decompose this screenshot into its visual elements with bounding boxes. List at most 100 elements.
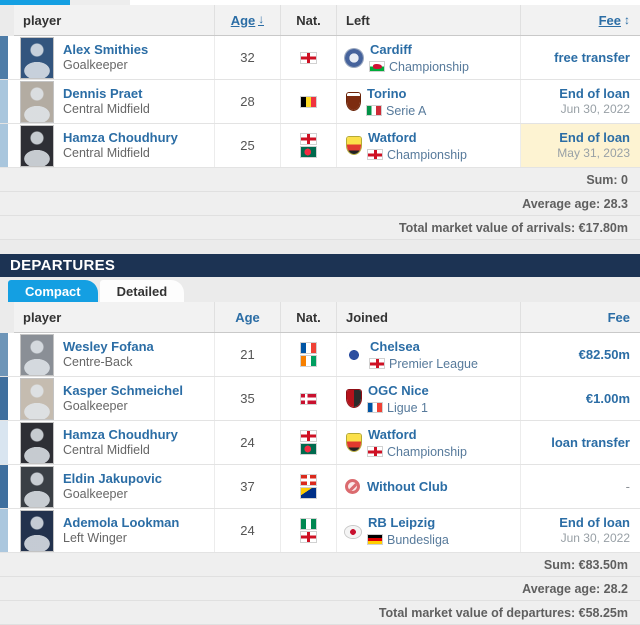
column-header-fee[interactable]: Fee [521, 302, 640, 332]
switzerland-flag-icon [301, 475, 316, 485]
age-cell: 25 [215, 124, 281, 167]
fee-cell: End of loan Jun 30, 2022 [521, 509, 640, 552]
nationality-flags [301, 343, 316, 366]
club-name-link[interactable]: Torino [367, 85, 407, 101]
table-row: Kasper Schmeichel Goalkeeper 35 OGC Nice Lig… [0, 377, 640, 421]
watford-crest-icon [347, 434, 361, 451]
player-name-link[interactable]: Ademola Lookman [63, 515, 180, 530]
departures-average-age-row: Average age: 28.2 [0, 577, 640, 601]
player-cell: Eldin Jakupovic Goalkeeper [14, 465, 215, 508]
club-cell: Without Club [337, 465, 521, 508]
player-text: Kasper Schmeichel Goalkeeper [63, 383, 183, 414]
player-position: Goalkeeper [63, 487, 128, 501]
league-name-link[interactable]: Championship [389, 59, 469, 74]
column-header-age-label[interactable]: Age [230, 12, 256, 28]
league-name-link[interactable]: Bundesliga [387, 532, 449, 547]
league-line: Ligue 1 [368, 401, 429, 415]
fee-cell: - [521, 465, 640, 508]
club-name-link[interactable]: Cardiff [370, 41, 412, 57]
nationality-flags [301, 52, 316, 63]
arrivals-total-value-row: Total market value of arrivals: €17.80m [0, 216, 640, 240]
table-row: Eldin Jakupovic Goalkeeper 37 Without Club - [0, 465, 640, 509]
player-cell: Hamza Choudhury Central Midfield [14, 421, 215, 464]
sort-descending-icon[interactable]: ↓ [258, 12, 265, 26]
age-cell: 24 [215, 421, 281, 464]
column-header-nat-label: Nat. [296, 12, 321, 28]
club-name-link[interactable]: Without Club [367, 478, 448, 494]
column-header-fee[interactable]: Fee ↕ [521, 5, 640, 35]
club-text: Chelsea Premier League [370, 339, 478, 371]
watford-crest-icon [347, 137, 361, 154]
italy-flag-icon [367, 106, 381, 115]
arrivals-tab-sliver [0, 0, 640, 5]
nationality-flags [301, 393, 316, 404]
club-text: Watford Championship [368, 130, 467, 162]
player-name-link[interactable]: Kasper Schmeichel [63, 383, 183, 398]
club-name-link[interactable]: Chelsea [370, 338, 420, 354]
departures-rows: Wesley Fofana Centre-Back 21 Chelsea Premier… [0, 333, 640, 553]
league-name-link[interactable]: Serie A [386, 103, 427, 118]
club-name-link[interactable]: OGC Nice [368, 382, 429, 398]
league-name-link[interactable]: Ligue 1 [387, 400, 429, 415]
column-header-age[interactable]: Age [215, 302, 281, 332]
column-header-fee-label[interactable]: Fee [598, 12, 621, 28]
tab-detailed[interactable]: Detailed [99, 280, 185, 302]
player-position: Central Midfield [63, 102, 150, 116]
departures-title: Departures [10, 257, 116, 274]
column-header-age[interactable]: Age ↓ [215, 5, 281, 35]
club-name-link[interactable]: Watford [368, 129, 417, 145]
player-name-link[interactable]: Hamza Choudhury [63, 427, 178, 442]
player-name-link[interactable]: Dennis Praet [63, 86, 143, 101]
table-row: Dennis Praet Central Midfield 28 Torino Seri… [0, 80, 640, 124]
arrivals-sum-label: Sum: 0 [586, 172, 628, 187]
player-name-link[interactable]: Wesley Fofana [63, 339, 154, 354]
departures-table-header: player Age Nat. Joined Fee [14, 302, 640, 333]
age-cell: 35 [215, 377, 281, 420]
nationality-cell [281, 124, 337, 167]
league-line: Premier League [370, 357, 478, 371]
club-name-link[interactable]: RB Leipzig [368, 514, 436, 530]
club-text: Cardiff Championship [370, 42, 469, 74]
bangladesh-flag-icon [301, 444, 316, 454]
row-edge-marker [0, 421, 8, 464]
fee-cell: End of loan Jun 30, 2022 [521, 80, 640, 123]
row-edge-marker [0, 465, 8, 508]
age-cell: 37 [215, 465, 281, 508]
nationality-cell [281, 36, 337, 79]
tab-detailed-label[interactable]: Detailed [116, 283, 168, 299]
column-header-age-label[interactable]: Age [235, 309, 260, 325]
player-text: Wesley Fofana Centre-Back [63, 339, 154, 370]
england-flag-icon [301, 134, 316, 144]
nationality-flags [301, 519, 316, 542]
player-name-link[interactable]: Hamza Choudhury [63, 130, 178, 145]
column-header-joined-label: Joined [346, 309, 388, 325]
column-header-fee-label[interactable]: Fee [607, 309, 630, 325]
fee-value: End of loan [559, 130, 630, 145]
departures-total-value-row: Total market value of departures: €58.25… [0, 601, 640, 625]
player-name-link[interactable]: Eldin Jakupovic [63, 471, 162, 486]
player-position: Centre-Back [63, 355, 133, 369]
row-edge-marker [0, 509, 8, 552]
player-name-link[interactable]: Alex Smithies [63, 42, 149, 57]
france-flag-icon [301, 343, 316, 353]
club-name-link[interactable]: Watford [368, 426, 417, 442]
arrivals-section: player Age ↓ Nat. Left Fee ↕ Alex Smithies… [0, 5, 640, 240]
league-name-link[interactable]: Championship [387, 147, 467, 162]
player-cell: Hamza Choudhury Central Midfield [14, 124, 215, 167]
sort-both-icon[interactable]: ↕ [624, 13, 630, 27]
fee-value: loan transfer [551, 434, 630, 450]
tab-compact[interactable]: Compact [8, 280, 98, 302]
fee-value: - [625, 478, 630, 494]
league-name-link[interactable]: Premier League [389, 356, 478, 371]
france-flag-icon [368, 403, 382, 412]
club-text: Without Club [367, 479, 448, 495]
departures-total-value-label: Total market value of departures: €58.25… [378, 605, 628, 620]
league-name-link[interactable]: Championship [387, 444, 467, 459]
fee-cell: End of loan May 31, 2023 [521, 124, 640, 167]
arrivals-average-age-row: Average age: 28.3 [0, 192, 640, 216]
withoutclub-crest-icon [345, 479, 360, 494]
arrivals-total-value-label: Total market value of arrivals: €17.80m [398, 220, 628, 235]
tab-compact-label[interactable]: Compact [25, 283, 81, 299]
column-header-player-label: player [23, 12, 62, 28]
fee-date: May 31, 2023 [557, 146, 630, 160]
